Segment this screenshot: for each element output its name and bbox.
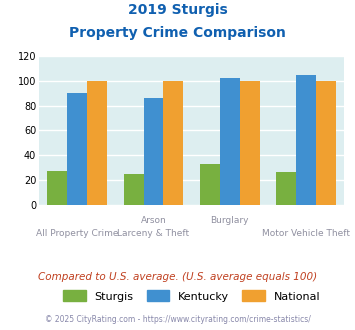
Bar <box>163 81 183 205</box>
Bar <box>316 81 336 205</box>
Text: Compared to U.S. average. (U.S. average equals 100): Compared to U.S. average. (U.S. average … <box>38 272 317 282</box>
Text: Property Crime Comparison: Property Crime Comparison <box>69 26 286 40</box>
Text: Burglary: Burglary <box>211 216 249 225</box>
Legend: Sturgis, Kentucky, National: Sturgis, Kentucky, National <box>59 286 324 306</box>
Bar <box>296 75 316 205</box>
Text: Larceny & Theft: Larceny & Theft <box>118 229 190 238</box>
Text: 2019 Sturgis: 2019 Sturgis <box>128 3 227 17</box>
Text: All Property Crime: All Property Crime <box>36 229 119 238</box>
Bar <box>48 171 67 205</box>
Text: © 2025 CityRating.com - https://www.cityrating.com/crime-statistics/: © 2025 CityRating.com - https://www.city… <box>45 315 310 324</box>
Bar <box>67 93 87 205</box>
Text: Motor Vehicle Theft: Motor Vehicle Theft <box>262 229 350 238</box>
Bar <box>240 81 260 205</box>
Text: Arson: Arson <box>141 216 166 225</box>
Bar <box>220 78 240 205</box>
Bar <box>200 164 220 205</box>
Bar <box>124 174 144 205</box>
Bar <box>277 172 296 205</box>
Bar <box>144 98 163 205</box>
Bar <box>87 81 107 205</box>
